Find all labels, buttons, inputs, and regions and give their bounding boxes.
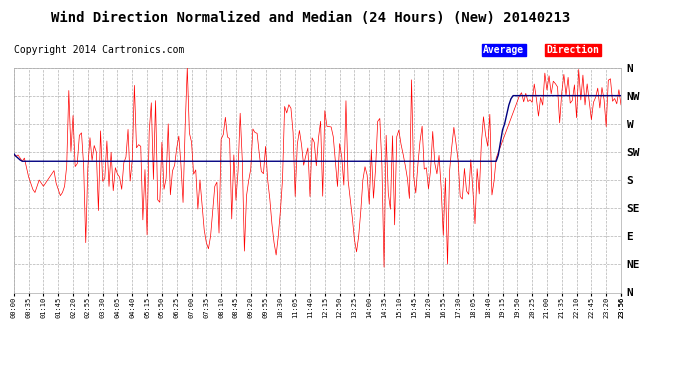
Text: Wind Direction Normalized and Median (24 Hours) (New) 20140213: Wind Direction Normalized and Median (24… [51,11,570,25]
Text: Direction: Direction [546,45,600,55]
Text: Copyright 2014 Cartronics.com: Copyright 2014 Cartronics.com [14,45,184,55]
Text: Average: Average [483,45,524,55]
